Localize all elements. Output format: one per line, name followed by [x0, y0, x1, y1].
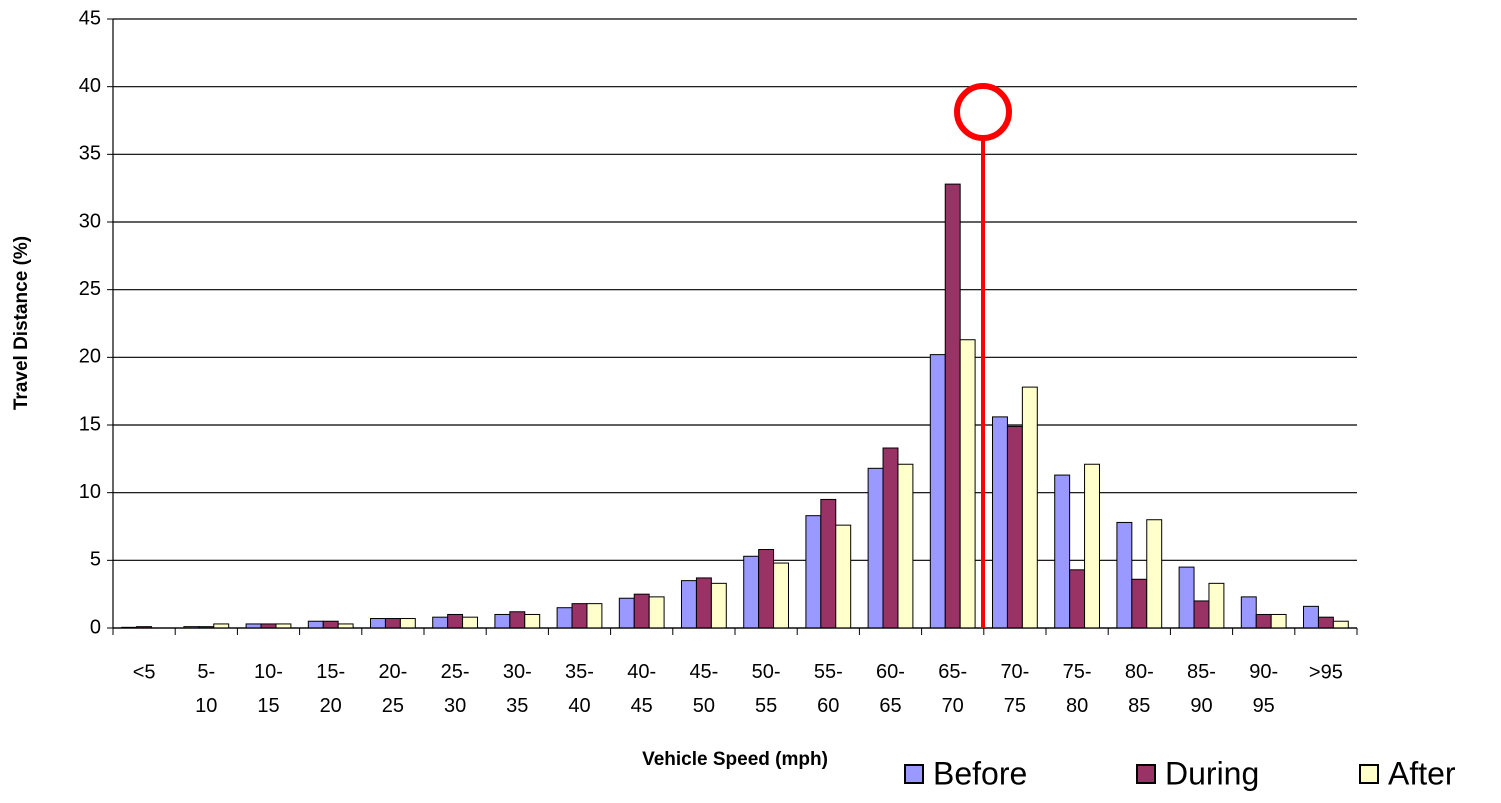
bar — [509, 611, 526, 629]
bar — [758, 549, 775, 629]
bar — [867, 467, 884, 629]
bar — [820, 498, 837, 629]
bar — [399, 618, 416, 629]
bar — [1255, 613, 1272, 629]
y-tick-label: 25 — [79, 278, 101, 300]
x-axis-title: Vehicle Speed (mph) — [642, 749, 828, 770]
y-tick-label: 45 — [79, 7, 101, 29]
bar — [695, 577, 712, 629]
bar — [571, 603, 588, 629]
x-tick-label: 15-20 — [316, 661, 345, 717]
x-tick-label: 65-70 — [938, 661, 967, 717]
x-tick-label: 90-95 — [1249, 661, 1278, 717]
x-tick-label: 50-55 — [752, 661, 781, 717]
y-tick-label: 20 — [79, 346, 101, 368]
bar — [260, 623, 277, 629]
bar — [586, 603, 603, 629]
bar — [1069, 569, 1086, 629]
y-tick-label: 0 — [90, 616, 101, 638]
bar — [1146, 519, 1163, 629]
bar — [882, 447, 899, 629]
bar — [773, 562, 789, 629]
y-tick-label: 40 — [79, 75, 101, 97]
bar — [805, 515, 822, 629]
legend-swatch — [1359, 764, 1379, 784]
bar — [1270, 613, 1287, 629]
bar — [307, 620, 324, 629]
x-tick-label: 5-10 — [195, 661, 217, 717]
bar — [1084, 463, 1100, 629]
y-axis-title: Travel Distance (%) — [11, 236, 32, 410]
y-tick-label: 10 — [79, 481, 101, 503]
bar — [944, 183, 961, 629]
bar — [618, 597, 635, 629]
bar — [959, 339, 976, 629]
bar — [245, 623, 262, 629]
bar — [494, 613, 511, 629]
bar — [1303, 605, 1319, 629]
y-tick-label: 30 — [79, 210, 101, 232]
bar — [1193, 600, 1210, 629]
bar — [337, 623, 354, 629]
bar — [681, 580, 697, 629]
bar — [1054, 474, 1071, 629]
x-tick-label: >95 — [1309, 661, 1343, 683]
x-tick-label: 25-30 — [441, 661, 470, 717]
x-tick-label: 30-35 — [503, 661, 532, 717]
legend-swatch — [904, 764, 924, 784]
x-tick-label: 45-50 — [689, 661, 718, 717]
bar — [524, 613, 541, 629]
x-tick-label: 75-80 — [1063, 661, 1092, 717]
bar — [1178, 566, 1195, 629]
bar — [1021, 386, 1038, 629]
x-tick-label: 35-40 — [565, 661, 594, 717]
bar — [835, 524, 852, 629]
x-tick-label: 55-60 — [814, 661, 843, 717]
bar — [1240, 596, 1257, 629]
marker-circle — [954, 83, 1012, 141]
bar — [710, 582, 727, 629]
x-tick-label: 80-85 — [1125, 661, 1154, 717]
y-tick-label: 35 — [79, 143, 101, 165]
x-tick-label: 10-15 — [254, 661, 283, 717]
bar — [213, 623, 230, 629]
x-tick-label: <5 — [133, 661, 156, 683]
bar — [447, 613, 464, 629]
bar — [462, 616, 478, 629]
bar — [992, 416, 1008, 629]
y-tick-label: 15 — [79, 413, 101, 435]
bar — [1006, 425, 1023, 629]
bar — [384, 618, 401, 629]
bar — [432, 616, 449, 629]
bar — [1131, 578, 1148, 629]
bar — [322, 620, 339, 629]
x-tick-label: 70-75 — [1000, 661, 1029, 717]
bar — [1317, 616, 1334, 629]
bar — [633, 593, 650, 629]
bar — [275, 623, 292, 629]
y-tick-label: 5 — [90, 549, 101, 571]
bar — [370, 618, 386, 629]
grid — [113, 18, 1357, 629]
bar — [897, 463, 914, 629]
legend-text: Before — [933, 755, 1027, 791]
x-tick-label: 20-25 — [378, 661, 407, 717]
bar — [743, 555, 760, 629]
x-tick-label: 85-90 — [1187, 661, 1216, 717]
bar — [1116, 521, 1133, 629]
bar — [1208, 582, 1225, 629]
legend-text: During — [1165, 755, 1259, 791]
legend-swatch — [1136, 764, 1156, 784]
x-tick-label: 60-65 — [876, 661, 905, 717]
bar — [929, 354, 946, 629]
bar — [556, 607, 573, 629]
annotation — [954, 83, 1012, 628]
x-tick-label: 40-45 — [627, 661, 656, 717]
bar — [648, 596, 665, 629]
bar — [1332, 620, 1349, 629]
legend-text: After — [1388, 755, 1456, 791]
